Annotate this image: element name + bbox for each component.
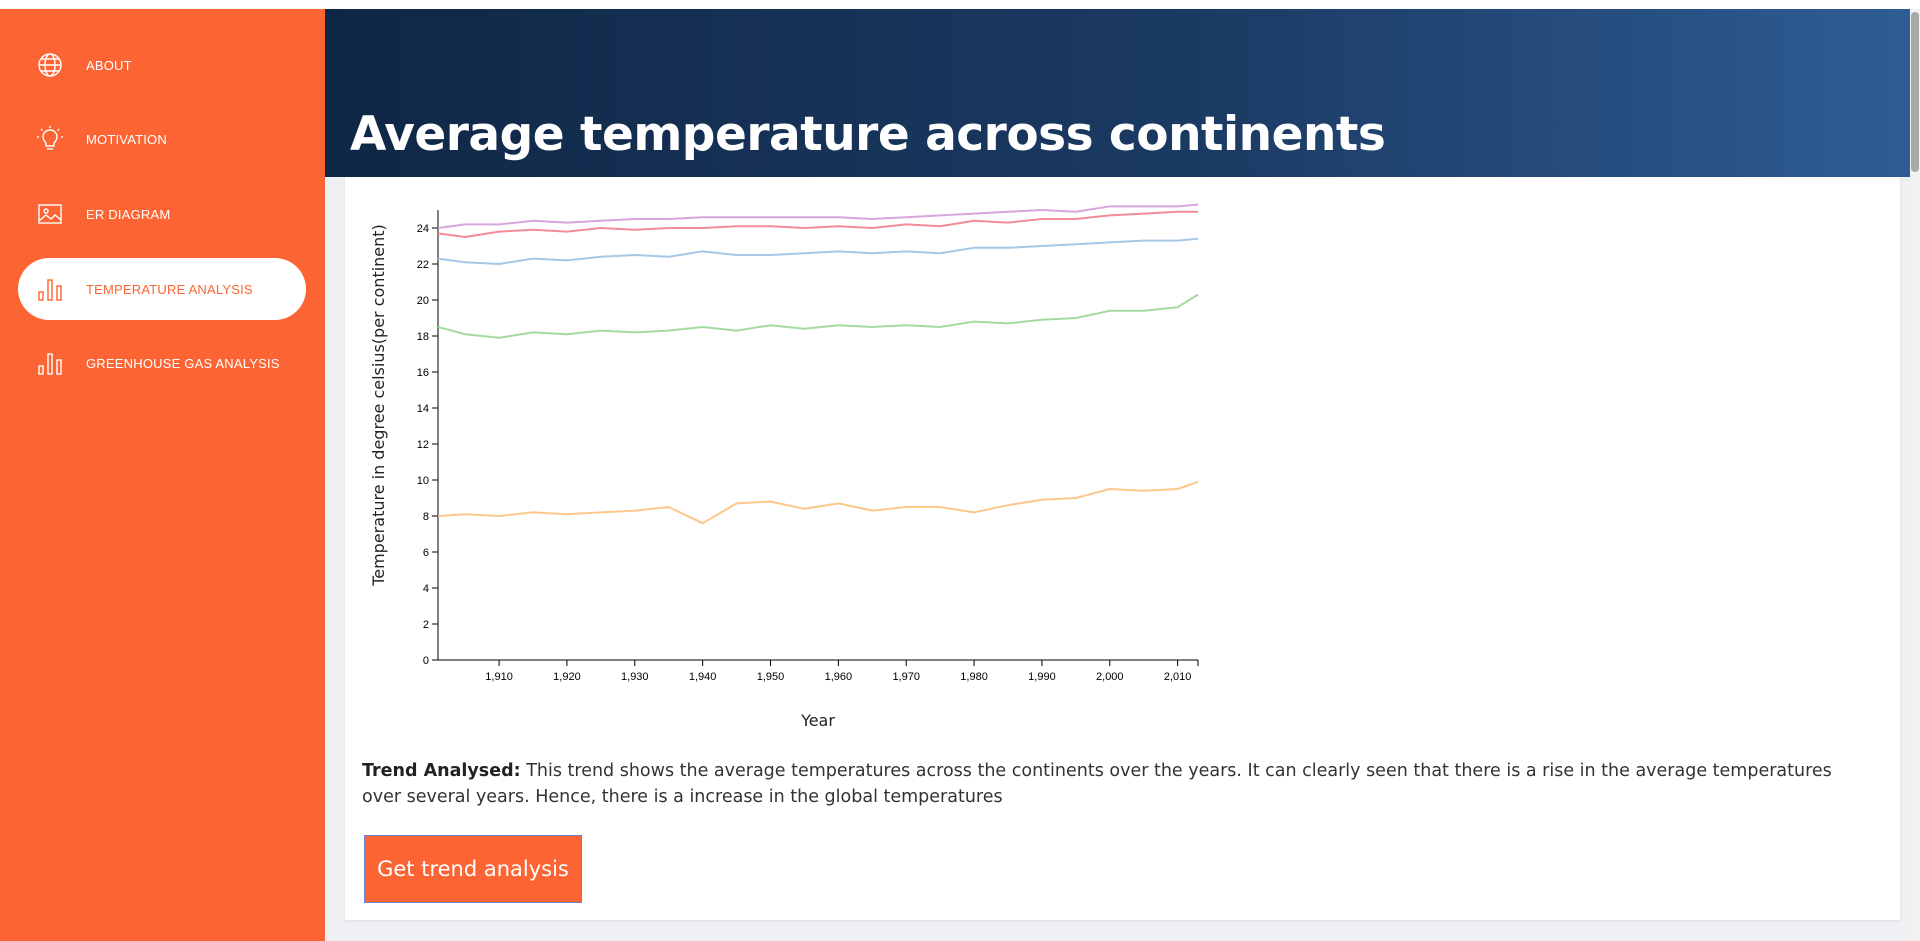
content-card	[345, 177, 1900, 920]
x-tick-label: 1,930	[621, 671, 649, 683]
lightbulb-icon	[34, 123, 66, 155]
y-tick-label: 22	[417, 259, 429, 271]
series-line-2	[437, 210, 1198, 238]
page-header: Average temperature across continents	[325, 9, 1910, 177]
series-line-4	[437, 293, 1199, 339]
x-tick-label: 1,990	[1028, 671, 1056, 683]
y-tick-label: 4	[423, 583, 429, 595]
sidebar-item-label: TEMPERATURE ANALYSIS	[86, 281, 253, 297]
sidebar: ABOUT MOTIVATION ER DIAGRAM TEMPERATURE …	[0, 9, 325, 941]
x-tick-label: 2,000	[1096, 671, 1124, 683]
series-line-5	[437, 480, 1199, 525]
trend-label: Trend Analysed:	[362, 761, 521, 781]
sidebar-item-er-diagram[interactable]: ER DIAGRAM	[18, 183, 306, 245]
sidebar-item-label: GREENHOUSE GAS ANALYSIS	[86, 355, 280, 371]
sidebar-item-about[interactable]: ABOUT	[18, 34, 306, 96]
y-tick-label: 8	[423, 511, 429, 523]
trend-description: Trend Analysed: This trend shows the ave…	[362, 758, 1872, 810]
x-tick-label: 1,970	[892, 671, 920, 683]
x-tick-label: 1,920	[553, 671, 581, 683]
scrollbar-track[interactable]	[1910, 9, 1920, 941]
sidebar-item-label: ER DIAGRAM	[86, 206, 171, 222]
image-icon	[34, 198, 66, 230]
x-tick-label: 1,980	[960, 671, 988, 683]
y-tick-label: 12	[417, 439, 429, 451]
y-tick-label: 14	[417, 403, 429, 415]
bar-chart-icon	[34, 273, 66, 305]
x-axis-title: Year	[800, 711, 835, 730]
trend-text: This trend shows the average temperature…	[362, 761, 1832, 807]
sidebar-item-motivation[interactable]: MOTIVATION	[18, 108, 306, 170]
sidebar-item-greenhouse-gas-analysis[interactable]: GREENHOUSE GAS ANALYSIS	[18, 332, 306, 394]
y-tick-label: 20	[417, 295, 429, 307]
globe-icon	[34, 49, 66, 81]
series-line-3	[437, 237, 1199, 265]
y-tick-label: 10	[417, 475, 429, 487]
sidebar-item-temperature-analysis[interactable]: TEMPERATURE ANALYSIS	[18, 258, 306, 320]
page-title: Average temperature across continents	[350, 107, 1386, 162]
x-tick-label: 1,960	[825, 671, 853, 683]
sidebar-item-label: ABOUT	[86, 57, 132, 73]
y-tick-label: 24	[417, 223, 429, 235]
scrollbar-thumb[interactable]	[1911, 12, 1919, 172]
series-line-1	[437, 203, 1199, 229]
x-tick-label: 1,940	[689, 671, 717, 683]
top-strip	[0, 0, 1920, 9]
y-tick-label: 2	[423, 619, 429, 631]
y-axis-title: Temperature in degree celsius(per contin…	[369, 224, 388, 587]
y-tick-label: 6	[423, 547, 429, 559]
get-trend-analysis-button[interactable]: Get trend analysis	[364, 835, 582, 903]
x-tick-label: 1,910	[485, 671, 513, 683]
x-tick-label: 2,010	[1164, 671, 1192, 683]
sidebar-item-label: MOTIVATION	[86, 131, 167, 147]
y-tick-label: 16	[417, 367, 429, 379]
y-tick-label: 18	[417, 331, 429, 343]
y-tick-label: 0	[423, 655, 429, 667]
x-tick-label: 1,950	[757, 671, 785, 683]
bar-chart-icon	[34, 347, 66, 379]
